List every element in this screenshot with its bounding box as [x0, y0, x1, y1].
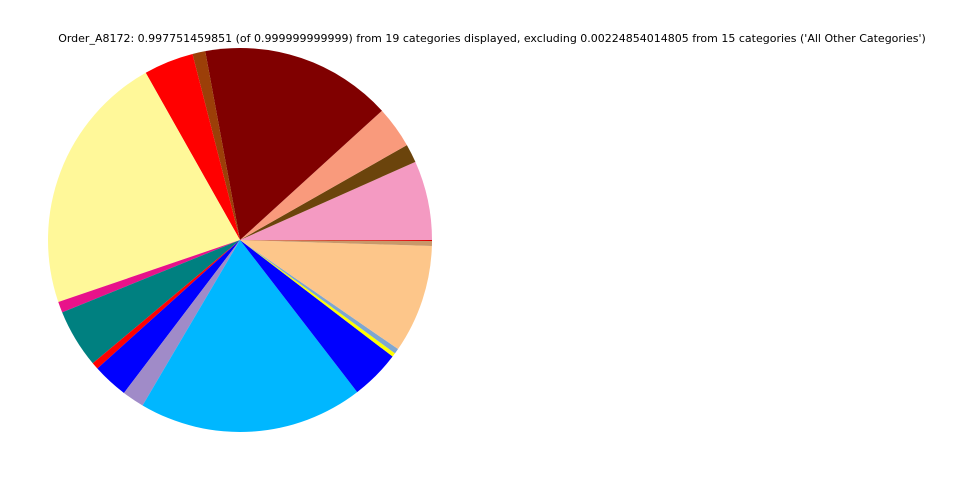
pie-slice-2: [240, 145, 416, 240]
pie-slice-3: [240, 110, 407, 240]
pie-slice-6: [145, 53, 240, 241]
pie-slice-18: [240, 240, 432, 247]
pie-slice-1: [240, 161, 432, 240]
pie-slice-19: [240, 240, 432, 241]
pie-slice-15: [240, 240, 395, 357]
chart-title: Order_A8172: 0.997751459851 (of 0.999999…: [58, 32, 926, 45]
pie-slice-8: [58, 240, 240, 313]
pie-slice-14: [240, 240, 393, 393]
pie-slice-17: [240, 240, 432, 350]
pie-slice-12: [123, 240, 240, 406]
pie-slice-5: [192, 51, 240, 240]
pie-slice-16: [240, 240, 399, 354]
pie-slice-11: [97, 240, 240, 393]
pie-slice-13: [142, 240, 358, 432]
pie-slice-9: [62, 240, 240, 364]
pie-slice-7: [48, 72, 241, 302]
pie-slice-4: [205, 47, 382, 240]
pie-slice-10: [92, 240, 240, 369]
